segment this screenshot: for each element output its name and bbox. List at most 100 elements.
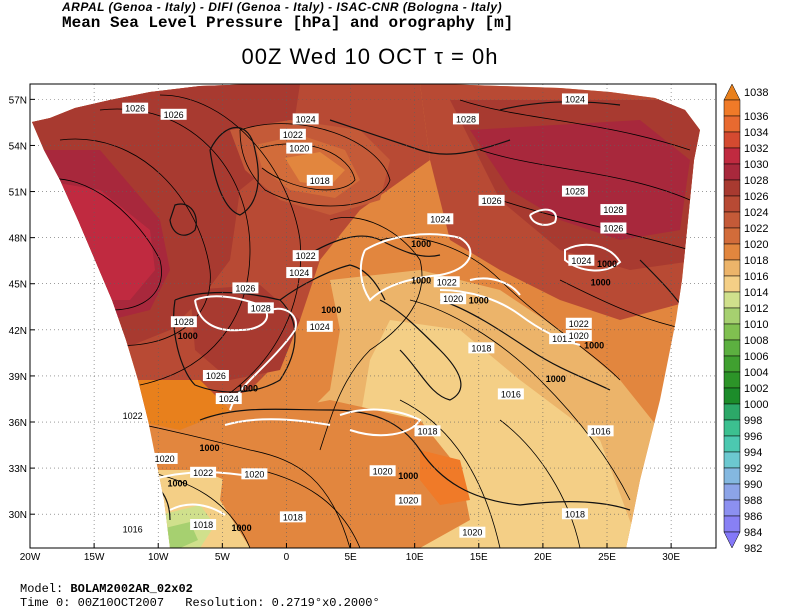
colorbar-swatch <box>723 163 741 181</box>
isobar-label-text: 1000 <box>584 340 604 350</box>
colorbar-label: 1030 <box>744 159 768 171</box>
isobar-label: 1018 <box>306 174 333 186</box>
isobar-label-text: 1018 <box>417 426 437 436</box>
isobar-label-text: 1022 <box>437 277 457 287</box>
lat-label: 42N <box>9 326 27 337</box>
isobar-label: 1024 <box>286 267 313 279</box>
isobar-label: 1020 <box>565 330 592 342</box>
isobar-label: 1022 <box>279 128 306 140</box>
colorbar-swatch <box>723 499 741 517</box>
colorbar-swatch <box>723 243 741 261</box>
isobar-label-text: 1000 <box>411 276 431 286</box>
colorbar-label: 1014 <box>744 287 768 299</box>
isobar-label-bg <box>459 526 486 538</box>
colorbar-label: 1034 <box>744 127 768 139</box>
colorbar-swatch <box>723 115 741 133</box>
isobar-label: 1022 <box>433 276 460 288</box>
isobar-label-bg <box>292 250 319 262</box>
isobar-label-bg <box>478 194 505 206</box>
isobar-label: 1020 <box>369 465 396 477</box>
isobar-label: 1028 <box>247 302 274 314</box>
latitude-labels: 57N 54N 51N 48N 45N 42N 39N 36N 33N 30N <box>9 95 35 521</box>
isobar-label-bg <box>241 468 268 480</box>
lat-label: 48N <box>9 234 27 245</box>
isobar-label-text: 1016 <box>123 525 143 535</box>
isobar-label: 1018 <box>549 333 576 345</box>
isobar-label-bg <box>170 316 197 328</box>
lon-label: 20W <box>20 552 41 563</box>
colorbar-label: 1012 <box>744 303 768 315</box>
isobar-label-bg <box>247 302 274 314</box>
isobar-label: 1022 <box>190 466 217 478</box>
colorbar-swatch <box>723 307 741 325</box>
isobar-label-bg <box>440 293 467 305</box>
isobar-label: 1020 <box>459 526 486 538</box>
isobar-label-bg <box>306 174 333 186</box>
isobar-label-text: 1020 <box>462 528 482 538</box>
isobar-label-text: 1024 <box>571 256 591 266</box>
isobar-label: 1024 <box>215 393 242 405</box>
isobar-label-text: 1028 <box>456 114 476 124</box>
isobar-label-text: 1024 <box>430 214 450 224</box>
colorbar-label: 1038 <box>744 87 768 99</box>
lat-label: 45N <box>9 280 27 291</box>
colorbar-label: 992 <box>744 463 762 475</box>
isobar-label: 1000 <box>232 523 252 533</box>
isobar-label: 1026 <box>478 194 505 206</box>
isobar-label-text: 1000 <box>469 296 489 306</box>
colorbar-label: 990 <box>744 479 762 491</box>
resolution-label: Resolution: <box>185 596 265 610</box>
isobar-label-text: 1024 <box>289 268 309 278</box>
colorbar-swatch <box>723 323 741 341</box>
isobar-label-bg <box>119 409 146 421</box>
isobar-label-text: 1018 <box>552 334 572 344</box>
isobar-label-text: 1000 <box>321 305 341 315</box>
isobar-label-bg <box>369 465 396 477</box>
colorbar-label: 984 <box>744 527 762 539</box>
isobar-label-text: 1018 <box>565 509 585 519</box>
isobar-label: 1026 <box>232 282 259 294</box>
isobar-labels: 1024 1026 1026 1024 1022 1020 1028 1018 1026 1028… <box>119 93 627 538</box>
isobar-label: 1018 <box>279 511 306 523</box>
lon-label: 5E <box>344 552 357 563</box>
isobar-label: 1000 <box>238 383 258 393</box>
lon-label: 10E <box>406 552 424 563</box>
colorbar-label: 1002 <box>744 383 768 395</box>
colorbar-label: 988 <box>744 495 762 507</box>
colorbar-label: 1024 <box>744 207 768 219</box>
isobar-label: 1000 <box>546 374 566 384</box>
lat-label: 57N <box>9 95 27 106</box>
lat-label: 36N <box>9 418 27 429</box>
isobar-label-text: 1000 <box>591 277 611 287</box>
isobar-label: 1000 <box>411 276 431 286</box>
colorbar-label: 998 <box>744 415 762 427</box>
colorbar-swatch <box>723 451 741 469</box>
isobar-label-bg <box>306 320 333 332</box>
isobar-label-text: 1000 <box>238 383 258 393</box>
colorbar-swatch <box>723 419 741 437</box>
isobar-label-text: 1020 <box>443 294 463 304</box>
colorbar-swatch <box>723 435 741 453</box>
isobar-label-text: 1020 <box>569 331 589 341</box>
isobar-label: 1000 <box>199 443 219 453</box>
isobar-label: 1016 <box>119 523 146 535</box>
lat-label: 54N <box>9 141 27 152</box>
isobar-label: 1026 <box>600 222 627 234</box>
lon-label: 15E <box>470 552 488 563</box>
model-value: BOLAM2002AR_02x02 <box>70 582 193 596</box>
isobar-label: 1016 <box>497 388 524 400</box>
isobar-label-bg <box>568 254 595 266</box>
isobar-label-bg <box>565 330 592 342</box>
isobar-label-text: 1022 <box>296 251 316 261</box>
lon-label: 5W <box>215 552 231 563</box>
isobar-label-text: 1028 <box>251 303 271 313</box>
colorbar-label: 996 <box>744 431 762 443</box>
colorbar-swatch <box>723 291 741 309</box>
lat-label: 39N <box>9 372 27 383</box>
colorbar-label: 1006 <box>744 351 768 363</box>
isobar-label: 1020 <box>395 494 422 506</box>
isobar-label-text: 1000 <box>411 239 431 249</box>
isobar-label-text: 1000 <box>178 331 198 341</box>
time-info: Time 0: 00Z10OCT2007 Resolution: 0.2719°… <box>20 596 380 610</box>
isobar-label: 1000 <box>178 331 198 341</box>
